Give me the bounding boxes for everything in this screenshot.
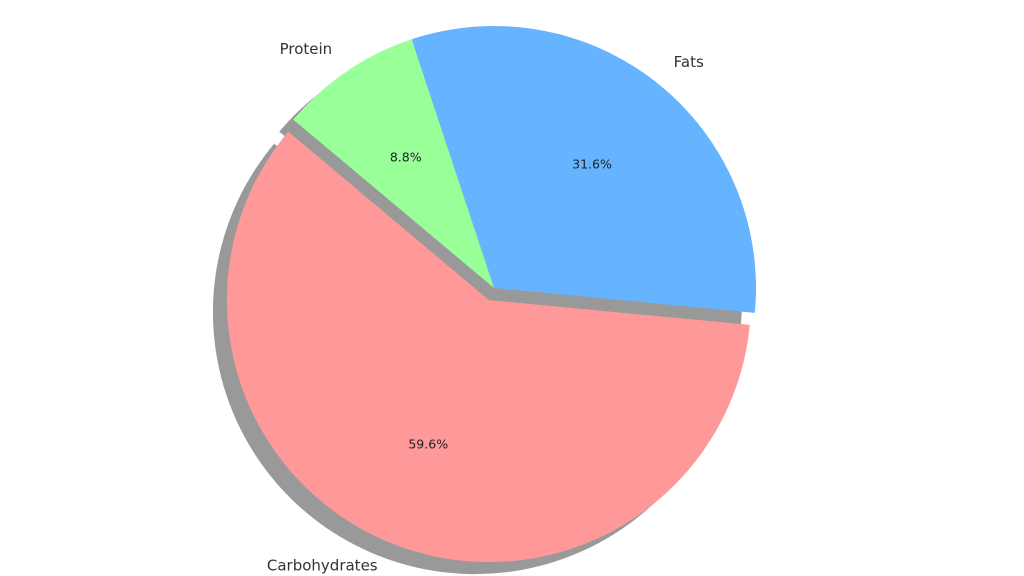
pct-label-protein: 8.8% — [390, 149, 422, 164]
slice-fats — [411, 26, 756, 313]
pct-label-carbohydrates: 59.6% — [408, 437, 448, 452]
slice-carbohydrates — [226, 131, 750, 563]
slice-label-protein: Protein — [280, 40, 333, 58]
pie-slice-layer — [226, 26, 756, 563]
slice-label-carbohydrates: Carbohydrates — [267, 556, 378, 574]
slice-protein — [293, 39, 494, 289]
slice-label-fats: Fats — [674, 53, 704, 71]
pie-label-layer: Carbohydrates 59.6% Fats 31.6% Protein 8.8% — [267, 40, 704, 574]
pct-label-fats: 31.6% — [572, 157, 612, 172]
